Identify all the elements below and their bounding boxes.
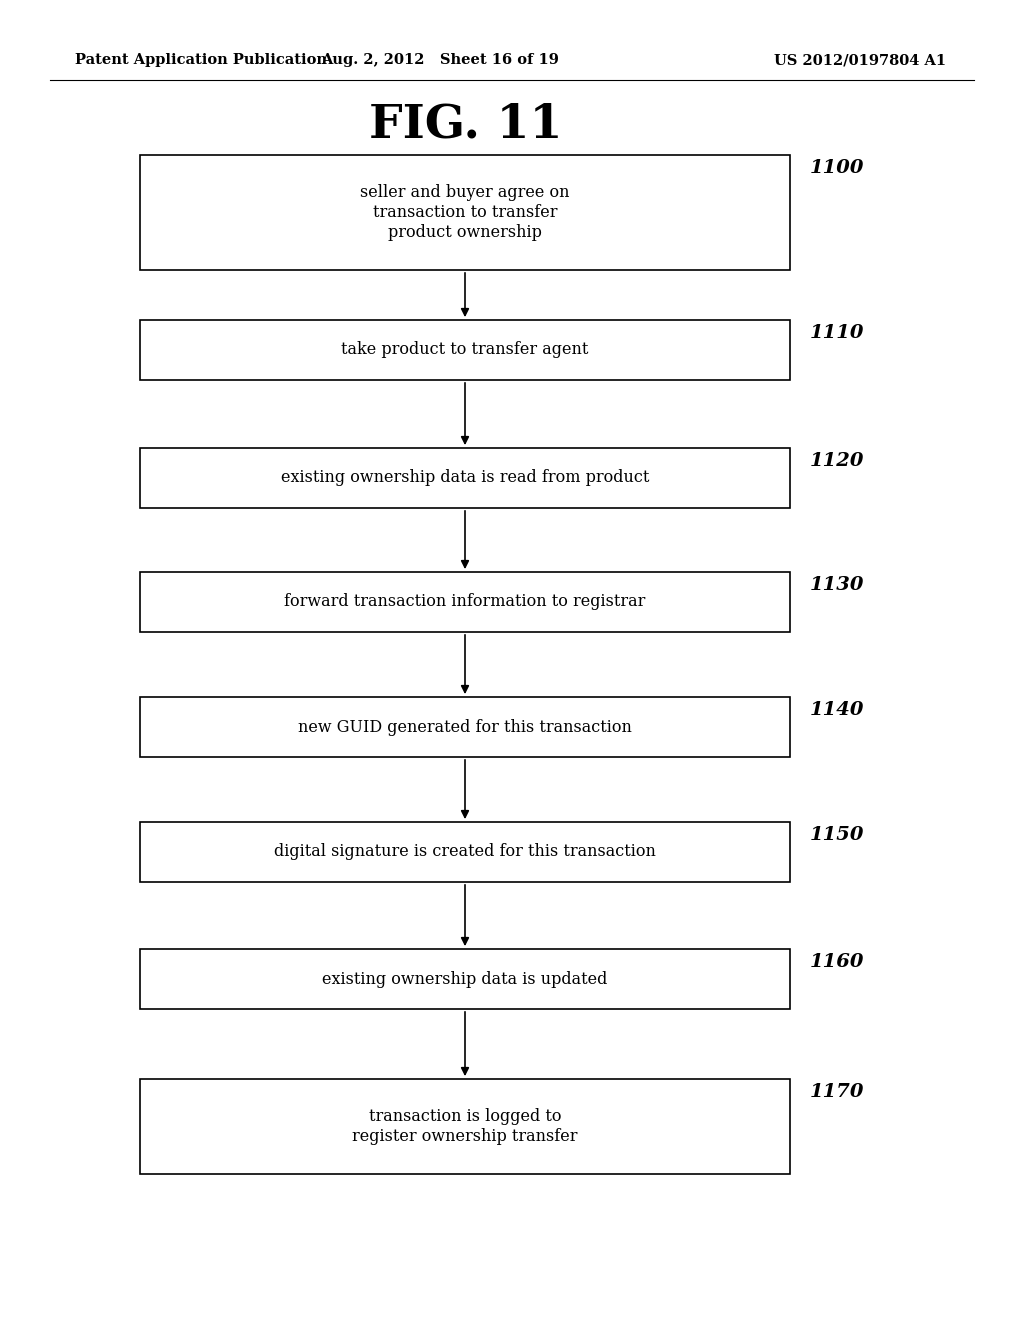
Text: FIG. 11: FIG. 11 <box>370 102 562 148</box>
Text: 1120: 1120 <box>810 451 864 470</box>
Text: take product to transfer agent: take product to transfer agent <box>341 342 589 359</box>
Text: seller and buyer agree on
transaction to transfer
product ownership: seller and buyer agree on transaction to… <box>360 185 569 240</box>
Text: Patent Application Publication: Patent Application Publication <box>75 53 327 67</box>
Text: 1110: 1110 <box>810 323 864 342</box>
Bar <box>140 319 790 380</box>
Text: existing ownership data is read from product: existing ownership data is read from pro… <box>281 470 649 487</box>
Text: existing ownership data is updated: existing ownership data is updated <box>323 970 607 987</box>
Text: new GUID generated for this transaction: new GUID generated for this transaction <box>298 718 632 735</box>
Text: transaction is logged to
register ownership transfer: transaction is logged to register owners… <box>352 1109 578 1144</box>
Bar <box>140 154 790 271</box>
Bar <box>140 697 790 756</box>
Text: Aug. 2, 2012   Sheet 16 of 19: Aug. 2, 2012 Sheet 16 of 19 <box>322 53 559 67</box>
Bar <box>140 822 790 882</box>
Bar <box>140 572 790 632</box>
Text: 1150: 1150 <box>810 826 864 843</box>
Text: 1100: 1100 <box>810 158 864 177</box>
Text: 1170: 1170 <box>810 1082 864 1101</box>
Text: forward transaction information to registrar: forward transaction information to regis… <box>285 594 646 610</box>
Bar <box>140 949 790 1008</box>
Bar <box>140 1078 790 1173</box>
Text: 1130: 1130 <box>810 576 864 594</box>
Text: digital signature is created for this transaction: digital signature is created for this tr… <box>274 843 656 861</box>
Bar <box>140 447 790 508</box>
Text: 1160: 1160 <box>810 953 864 972</box>
Text: 1140: 1140 <box>810 701 864 719</box>
Text: US 2012/0197804 A1: US 2012/0197804 A1 <box>774 53 946 67</box>
